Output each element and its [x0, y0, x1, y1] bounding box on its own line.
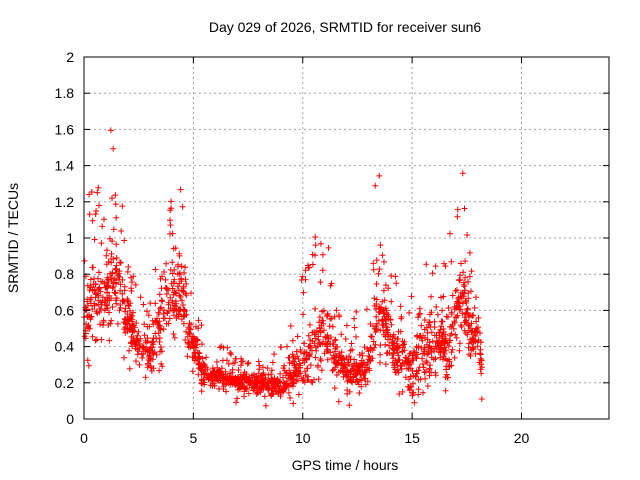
y-tick-label: 0.8 — [55, 266, 75, 282]
x-axis-label: GPS time / hours — [292, 457, 399, 473]
y-tick-label: 2 — [66, 49, 74, 65]
y-tick-label: 1.4 — [55, 158, 75, 174]
y-axis-label: SRMTID / TECUs — [5, 183, 21, 293]
tick-layer — [83, 56, 609, 420]
x-tick-labels: 0 5 10 15 20 — [80, 430, 529, 446]
y-tick-label: 1 — [66, 230, 74, 246]
data-points-layer — [81, 127, 485, 409]
y-tick-labels: 0 0.2 0.4 0.6 0.8 1 1.2 1.4 1.6 1.8 2 — [55, 49, 75, 427]
chart-title: Day 029 of 2026, SRMTID for receiver sun… — [209, 19, 482, 35]
y-tick-label: 1.8 — [55, 85, 75, 101]
x-tick-label: 5 — [189, 430, 197, 446]
y-tick-label: 0 — [66, 411, 74, 427]
y-tick-label: 0.2 — [55, 375, 75, 391]
x-tick-label: 0 — [80, 430, 88, 446]
y-tick-label: 0.4 — [55, 339, 75, 355]
y-tick-label: 1.2 — [55, 194, 75, 210]
y-tick-label: 0.6 — [55, 302, 75, 318]
x-tick-label: 10 — [295, 430, 311, 446]
x-tick-label: 20 — [514, 430, 530, 446]
x-tick-label: 15 — [404, 430, 420, 446]
srmtid-points — [81, 127, 485, 409]
y-tick-label: 1.6 — [55, 121, 75, 137]
